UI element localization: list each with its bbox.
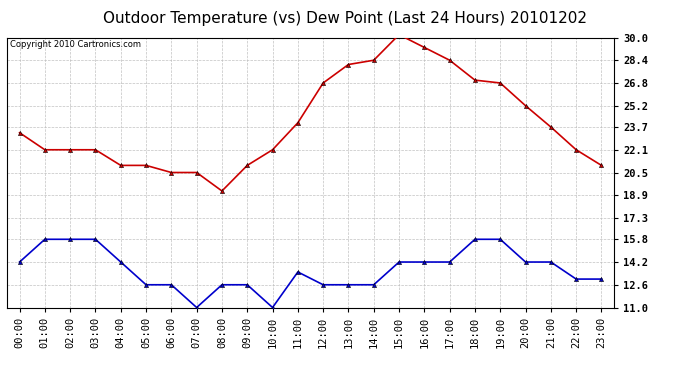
Text: Copyright 2010 Cartronics.com: Copyright 2010 Cartronics.com (10, 40, 141, 49)
Text: Outdoor Temperature (vs) Dew Point (Last 24 Hours) 20101202: Outdoor Temperature (vs) Dew Point (Last… (103, 11, 587, 26)
